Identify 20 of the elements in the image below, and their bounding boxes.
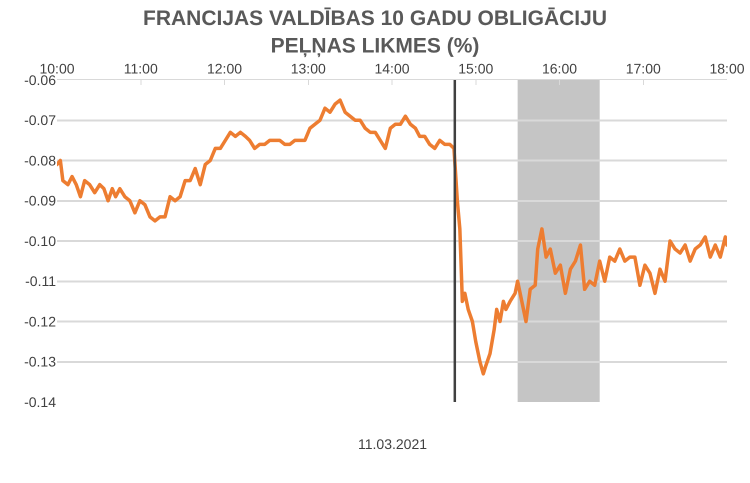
x-tick-label: 18:00 bbox=[709, 60, 745, 76]
x-axis-title: 11.03.2021 bbox=[358, 436, 428, 452]
x-tick-label: 15:00 bbox=[458, 60, 494, 76]
x-tick-label: 12:00 bbox=[206, 60, 242, 76]
y-tick-label: -0.12 bbox=[24, 313, 56, 330]
x-tick-label: 16:00 bbox=[542, 60, 578, 76]
y-tick-label: -0.10 bbox=[24, 232, 56, 249]
y-tick-label: -0.13 bbox=[24, 354, 56, 370]
chart-title: FRANCIJAS VALDĪBAS 10 GADU OBLIGĀCIJU PEĻŅAS LIKMES (%) bbox=[143, 7, 607, 58]
y-tick-label: -0.11 bbox=[25, 273, 56, 290]
y-tick-label: -0.09 bbox=[24, 192, 56, 209]
line-series bbox=[57, 98, 727, 376]
x-tick-label: 17:00 bbox=[626, 60, 661, 76]
x-tick-label: 13:00 bbox=[290, 60, 326, 76]
y-tick-label: -0.08 bbox=[24, 152, 56, 168]
y-tick-label: -0.14 bbox=[24, 394, 56, 410]
y-tick-label: -0.07 bbox=[24, 112, 56, 128]
x-tick-label: 11:00 bbox=[124, 60, 158, 76]
x-tick-label: 14:00 bbox=[374, 60, 410, 76]
x-tick-label: 10:00 bbox=[39, 60, 75, 76]
